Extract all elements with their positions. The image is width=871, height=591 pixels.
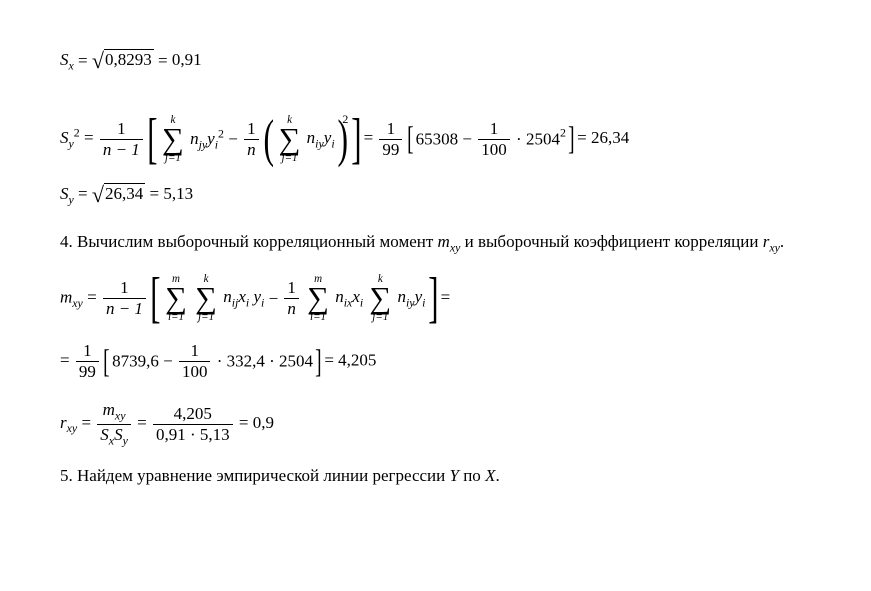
left-bracket-calc: [ (407, 126, 413, 152)
radical-sign: √ (92, 48, 104, 73)
sub-x: x (69, 58, 74, 72)
right-bracket-calc: ] (568, 126, 574, 152)
equals: = (158, 51, 172, 70)
equation-sy-squared: Sy2 = 1 n − 1 [ k ∑ j=1 njyyi2 − 1 n ( k… (60, 112, 811, 164)
sup-2: 2 (74, 126, 80, 140)
left-bracket: [ (147, 117, 157, 162)
sum-2: k ∑ j=1 (279, 115, 301, 165)
result: 26,34 (591, 128, 629, 147)
var-s: S (60, 50, 69, 69)
fraction-1-over-100: 1 100 (478, 119, 510, 160)
radicand: 0,8293 (104, 49, 154, 69)
fraction-1-over-n: 1 n (244, 119, 259, 160)
sum-c: m ∑ i=1 (307, 274, 329, 324)
sum2-term: niyyi (307, 128, 339, 147)
var-s: S (60, 128, 69, 147)
left-paren: ( (263, 118, 274, 160)
sum-d: k ∑ j=1 (369, 274, 391, 324)
equation-sy: Sy = √26,34 = 5,13 (60, 182, 811, 208)
fraction-1-over-n-1: 1 n − 1 (100, 119, 143, 160)
equation-rxy: rxy = mxy SxSy = 4,205 0,91 · 5,13 = 0,9 (60, 400, 811, 448)
sum1-term: njyyi2 (190, 129, 228, 148)
equation-mxy: mxy = 1 n − 1 [ m ∑ i=1 k ∑ j=1 nijxi yi… (60, 274, 811, 324)
paragraph-5: 5. Найдем уравнение эмпирической линии р… (60, 466, 811, 486)
equals: = (78, 51, 92, 70)
sqrt: √0,8293 (92, 48, 154, 74)
result: 0,91 (172, 50, 202, 69)
sqrt: √26,34 (92, 182, 145, 208)
fraction-1-over-99: 1 99 (379, 119, 402, 160)
sum-1: k ∑ j=1 (162, 115, 184, 165)
equation-sx: Sx = √0,8293 = 0,91 (60, 48, 811, 74)
sum-j: k ∑ j=1 (195, 274, 217, 324)
equation-mxy-calc: = 1 99 [ 8739,6 − 1 100 · 332,4 · 2504 ]… (60, 341, 811, 382)
right-paren: ) (337, 118, 348, 160)
sum-i: m ∑ i=1 (165, 274, 187, 324)
paragraph-4: 4. Вычислим выборочный корреляционный мо… (60, 232, 811, 255)
right-bracket: ] (351, 117, 361, 162)
